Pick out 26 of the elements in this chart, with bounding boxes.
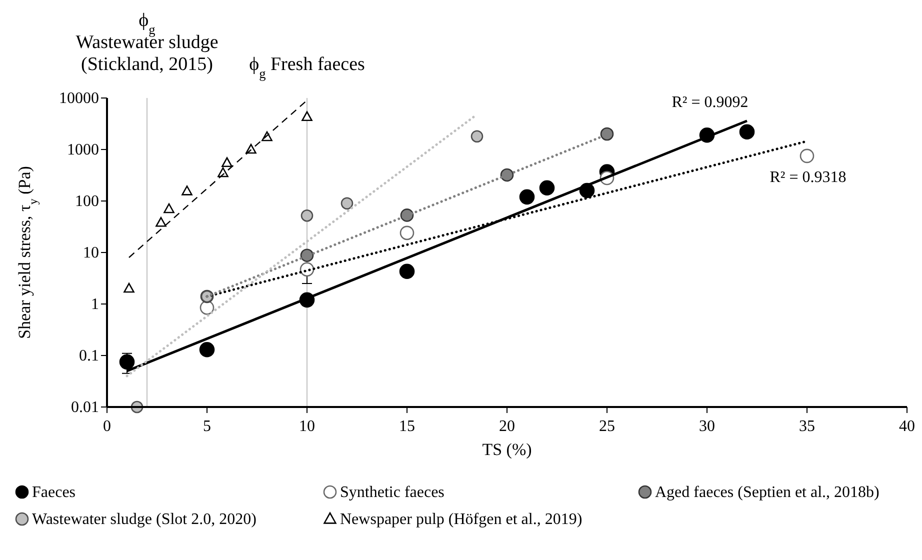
x-tick-label: 15 [399, 418, 415, 435]
x-axis-title: TS (%) [482, 440, 532, 459]
y-tick-label: 1 [91, 296, 99, 313]
y-tick-label: 100 [75, 193, 99, 210]
legend-label: Newspaper pulp (Höfgen et al., 2019) [340, 511, 582, 528]
y-tick-label: 10 [83, 244, 99, 262]
y-tick-label: 1000 [67, 142, 99, 158]
ref-line-label: ϕ$_{g}$ Fresh faeces [249, 54, 365, 80]
x-tick-label: 0 [103, 418, 111, 435]
y-tick-label: 10000 [59, 90, 99, 107]
y-tick-label: 0.01 [71, 399, 99, 416]
x-tick-label: 25 [599, 418, 615, 435]
legend-label: Wastewater sludge (Slot 2.0, 2020) [32, 511, 256, 528]
legend-label: Faeces [32, 484, 76, 501]
annotation: R² = 0.9092 [672, 94, 748, 111]
y-tick-label: 0.1 [79, 348, 99, 364]
x-tick-label: 10 [299, 418, 315, 435]
x-tick-label: 35 [799, 418, 815, 435]
legend-label: Synthetic faeces [340, 484, 444, 501]
x-tick-label: 30 [699, 418, 715, 435]
x-tick-label: 40 [899, 418, 915, 435]
x-tick-label: 20 [499, 418, 515, 435]
annotation: R² = 0.9318 [770, 169, 846, 186]
legend-label: Aged faeces (Septien et al., 2018b) [655, 484, 880, 501]
x-tick-label: 5 [203, 418, 211, 435]
ref-line-label: ϕ$_{g}$ Wastewater sludge (Stickland, 2015) [76, 10, 218, 75]
